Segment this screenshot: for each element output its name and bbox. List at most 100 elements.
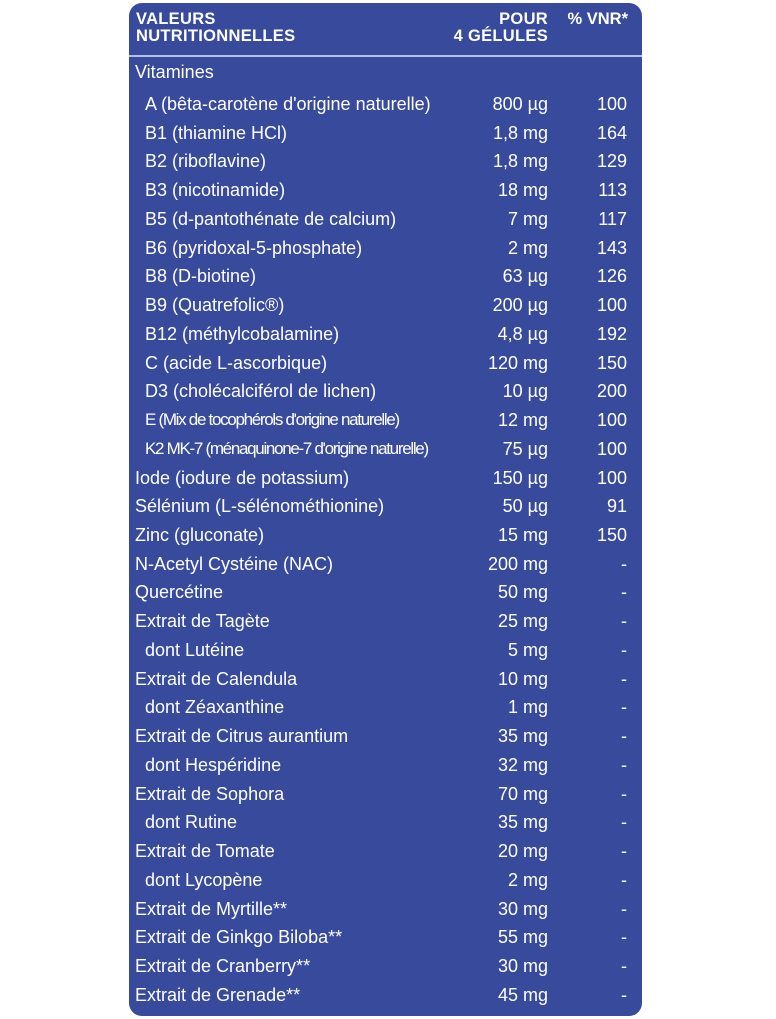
ingredient-vnr: - <box>621 697 627 718</box>
ingredient-vnr: 143 <box>596 237 627 258</box>
ingredient-vnr: 100 <box>596 295 627 316</box>
header-per-4-capsules: POUR 4 GÉLULES <box>453 10 548 45</box>
ingredient-amount: 200 mg <box>487 553 548 574</box>
ingredient-vnr: 150 <box>596 352 627 373</box>
ingredient-vnr: - <box>621 927 627 948</box>
ingredient-amount: 800 µg <box>492 94 548 114</box>
ingredient-vnr: 200 <box>596 381 627 402</box>
ingredient-name: dont Zéaxanthine <box>145 697 285 718</box>
table-row: E (Mix de tocophérols d'origine naturell… <box>129 406 642 435</box>
table-row: Extrait de Myrtille** 30 mg - <box>129 895 642 924</box>
ingredient-amount: 45 mg <box>497 984 548 1005</box>
ingredient-amount: 25 mg <box>497 611 548 632</box>
ingredient-vnr: - <box>621 668 627 689</box>
table-row: dont Rutine 35 mg - <box>129 808 642 837</box>
table-row: Extrait de Ginkgo Biloba** 55 mg - <box>129 923 642 952</box>
ingredient-name: C (acide L-ascorbique) <box>145 352 328 373</box>
ingredient-name: B3 (nicotinamide) <box>145 180 286 201</box>
ingredient-vnr: - <box>621 956 627 977</box>
ingredient-name: N-Acetyl Cystéine (NAC) <box>135 553 334 574</box>
ingredient-amount: 32 mg <box>497 754 548 775</box>
table-row: K2 MK-7 (ménaquinone-7 d'origine naturel… <box>129 435 642 464</box>
ingredient-name: Extrait de Sophora <box>135 783 285 804</box>
table-row: B5 (d-pantothénate de calcium) 7 mg 117 <box>129 205 642 234</box>
ingredient-name: dont Lutéine <box>145 639 245 660</box>
ingredient-amount: 10 mg <box>497 668 548 689</box>
ingredient-vnr: 117 <box>598 208 627 229</box>
ingredient-amount: 75 µg <box>502 438 548 459</box>
table-header: VALEURS NUTRITIONNELLES POUR 4 GÉLULES %… <box>129 3 642 57</box>
table-row: B6 (pyridoxal-5-phosphate) 2 mg 143 <box>129 234 642 263</box>
ingredient-vnr: - <box>621 553 627 574</box>
ingredient-name: B2 (riboflavine) <box>145 151 267 172</box>
ingredient-name: Sélénium (L-sélénométhionine) <box>135 496 385 517</box>
table-row: Sélénium (L-sélénométhionine) 50 µg 91 <box>129 492 642 521</box>
ingredient-amount: 120 mg <box>487 352 548 373</box>
ingredient-name: K2 MK-7 (ménaquinone-7 d'origine naturel… <box>145 438 429 458</box>
ingredient-amount: 30 mg <box>497 956 548 977</box>
ingredient-name: A (bêta-carotène d'origine naturelle) <box>145 94 431 114</box>
ingredient-amount: 63 µg <box>502 266 548 287</box>
ingredient-name: Extrait de Grenade** <box>135 984 301 1005</box>
ingredient-vnr: 164 <box>596 122 627 143</box>
table-row: dont Lutéine 5 mg - <box>129 636 642 665</box>
ingredient-amount: 1,8 mg <box>492 122 548 143</box>
table-row: dont Zéaxanthine 1 mg - <box>129 693 642 722</box>
ingredient-vnr: 150 <box>596 525 627 546</box>
ingredient-name: Iode (iodure de potassium) <box>135 467 350 488</box>
ingredient-amount: 35 mg <box>497 812 548 833</box>
ingredient-amount: 35 mg <box>497 726 548 747</box>
ingredient-name: B12 (méthylcobalamine) <box>145 323 340 344</box>
table-row: B3 (nicotinamide) 18 mg 113 <box>129 176 642 205</box>
ingredient-vnr: 100 <box>596 94 627 114</box>
ingredient-amount: 15 mg <box>497 525 548 546</box>
ingredient-name: dont Rutine <box>145 812 238 833</box>
table-row: D3 (cholécalciférol de lichen) 10 µg 200 <box>129 377 642 406</box>
table-row: B8 (D-biotine) 63 µg 126 <box>129 262 642 291</box>
ingredient-vnr: 100 <box>596 467 627 488</box>
table-row: C (acide L-ascorbique) 120 mg 150 <box>129 349 642 378</box>
ingredient-amount: 10 µg <box>502 381 548 402</box>
ingredient-amount: 1,8 mg <box>492 151 548 172</box>
table-row: dont Lycopène 2 mg - <box>129 866 642 895</box>
ingredient-amount: 18 mg <box>497 180 548 201</box>
ingredient-name: Extrait de Calendula <box>135 668 298 689</box>
ingredient-vnr: - <box>621 611 627 632</box>
ingredient-vnr: - <box>621 726 627 747</box>
ingredient-vnr: - <box>621 812 627 833</box>
ingredient-vnr: - <box>621 898 627 919</box>
table-row: dont Hespéridine 32 mg - <box>129 751 642 780</box>
ingredient-name: B1 (thiamine HCl) <box>145 122 288 143</box>
ingredient-name: B9 (Quatrefolic®) <box>145 295 285 316</box>
section-vitamins: Vitamines <box>135 62 214 82</box>
nutrition-table: VALEURS NUTRITIONNELLES POUR 4 GÉLULES %… <box>129 3 642 1016</box>
ingredient-name: Extrait de Cranberry** <box>135 956 311 977</box>
ingredient-amount: 12 mg <box>497 410 548 431</box>
ingredient-vnr: - <box>621 841 627 862</box>
table-row: Extrait de Grenade** 45 mg - <box>129 981 642 1010</box>
table-row: Extrait de Tomate 20 mg - <box>129 837 642 866</box>
ingredient-vnr: 113 <box>598 180 627 201</box>
table-row: B12 (méthylcobalamine) 4,8 µg 192 <box>129 320 642 349</box>
ingredient-vnr: 100 <box>596 410 627 431</box>
ingredient-amount: 200 µg <box>492 295 548 316</box>
ingredient-name: Extrait de Tomate <box>135 841 275 862</box>
table-row: A (bêta-carotène d'origine naturelle) 800… <box>129 90 642 119</box>
table-body: A (bêta-carotène d'origine naturelle) 800… <box>129 90 642 1010</box>
table-row: B9 (Quatrefolic®) 200 µg 100 <box>129 291 642 320</box>
table-row: B1 (thiamine HCl) 1,8 mg 164 <box>129 119 642 148</box>
table-row: Quercétine 50 mg - <box>129 578 642 607</box>
ingredient-amount: 1 mg <box>507 697 548 718</box>
ingredient-name: Extrait de Myrtille** <box>135 898 288 919</box>
ingredient-amount: 2 mg <box>507 237 548 258</box>
ingredient-amount: 7 mg <box>507 208 548 229</box>
table-row: N-Acetyl Cystéine (NAC) 200 mg - <box>129 550 642 579</box>
ingredient-amount: 70 mg <box>497 783 548 804</box>
ingredient-name: B5 (d-pantothénate de calcium) <box>145 208 397 229</box>
ingredient-name: Zinc (gluconate) <box>135 525 265 546</box>
ingredient-amount: 20 mg <box>497 841 548 862</box>
ingredient-name: Extrait de Tagète <box>135 611 270 632</box>
ingredient-name: B8 (D-biotine) <box>145 266 257 287</box>
table-row: Iode (iodure de potassium) 150 µg 100 <box>129 464 642 493</box>
ingredient-vnr: 91 <box>606 496 627 517</box>
